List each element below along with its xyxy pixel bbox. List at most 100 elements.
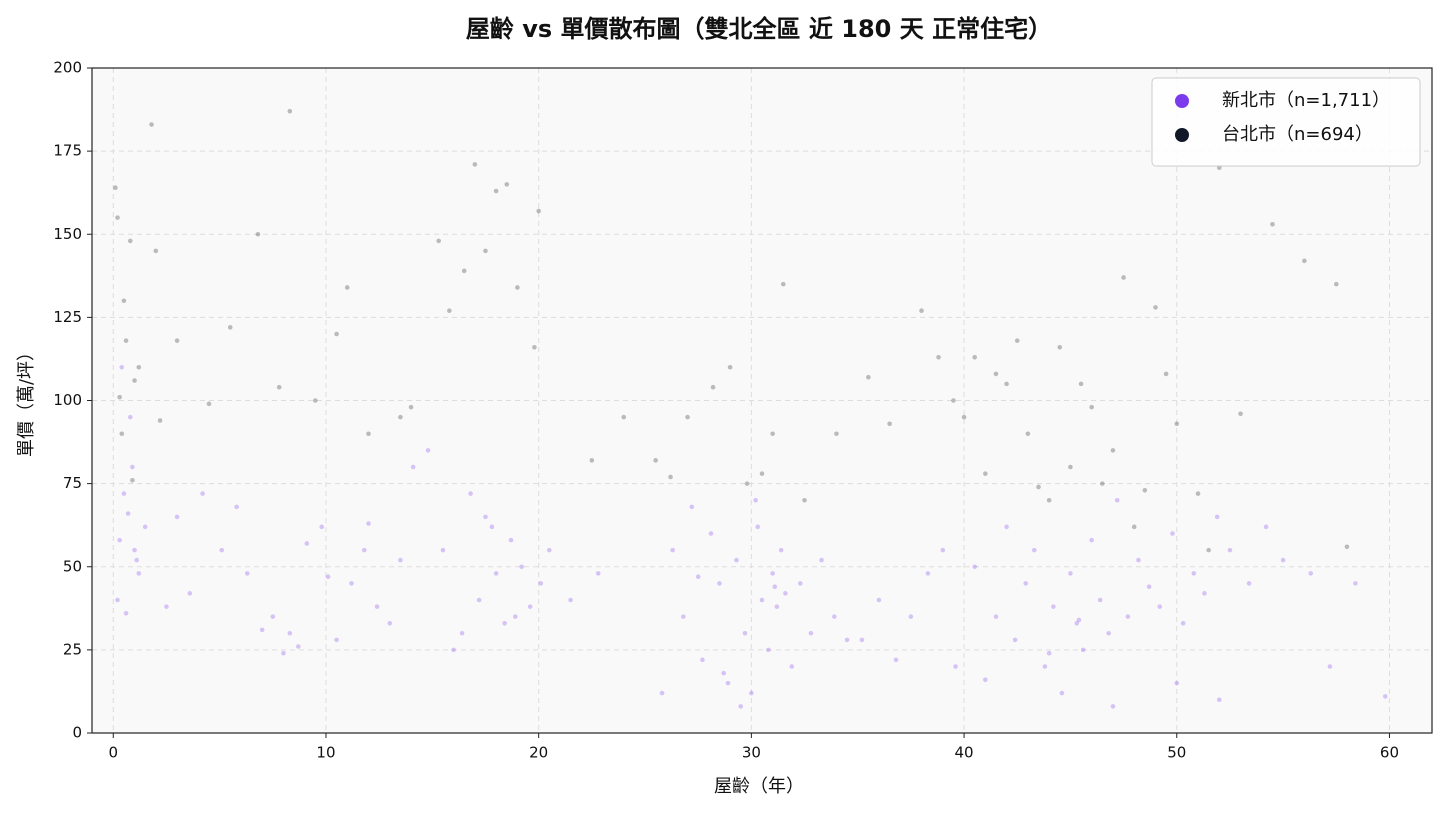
point <box>1023 581 1029 586</box>
point <box>936 354 941 360</box>
x-tick-label: 10 <box>316 744 335 762</box>
point <box>774 604 780 609</box>
point <box>893 657 899 663</box>
y-tick-label: 175 <box>53 142 82 160</box>
point <box>1046 650 1052 656</box>
point <box>1344 544 1350 550</box>
point <box>512 614 518 619</box>
point <box>164 604 169 609</box>
point <box>708 531 714 536</box>
point <box>983 677 988 683</box>
point <box>174 338 180 343</box>
point <box>398 414 403 420</box>
point <box>919 308 924 314</box>
point <box>1180 620 1186 626</box>
point <box>374 604 380 609</box>
point <box>1004 524 1009 530</box>
legend-box <box>1151 77 1421 167</box>
legend-label: 新北市（n=1,711） <box>1222 90 1390 111</box>
chart-title: 屋齡 vs 單價散布圖（雙北全區 近 180 天 正常住宅） <box>466 15 1052 43</box>
point <box>1202 591 1207 596</box>
point <box>1100 481 1105 486</box>
point <box>621 414 627 420</box>
point <box>121 298 127 304</box>
point <box>255 231 261 237</box>
point <box>1238 411 1243 417</box>
point <box>1163 371 1169 377</box>
point <box>532 345 537 350</box>
point <box>287 630 293 636</box>
point <box>953 664 958 669</box>
point <box>132 547 137 553</box>
x-axis-label: 屋齡（年） <box>714 776 804 797</box>
point <box>515 285 520 290</box>
legend-label: 台北市（n=694） <box>1222 124 1373 145</box>
point <box>538 581 544 586</box>
point <box>1280 557 1286 563</box>
point <box>149 122 154 127</box>
y-tick-label: 200 <box>53 59 82 77</box>
point <box>1068 571 1073 576</box>
point <box>993 371 999 377</box>
point <box>1089 537 1094 543</box>
point <box>349 581 354 586</box>
point <box>1068 464 1073 470</box>
point <box>1217 697 1222 703</box>
point <box>117 537 122 543</box>
point <box>287 108 293 114</box>
point <box>951 398 956 403</box>
point <box>227 325 233 330</box>
point <box>142 524 148 530</box>
point <box>493 571 499 576</box>
point <box>1195 491 1201 496</box>
point <box>876 597 882 603</box>
point <box>1014 338 1020 343</box>
point <box>536 208 541 214</box>
point <box>1174 680 1180 686</box>
point <box>685 414 690 420</box>
point <box>1046 497 1052 503</box>
point <box>1080 647 1086 653</box>
point <box>132 378 137 383</box>
point <box>695 574 701 580</box>
point <box>1059 690 1065 696</box>
point <box>753 497 758 503</box>
point <box>772 584 778 589</box>
x-tick-label: 20 <box>529 744 548 762</box>
point <box>483 514 488 520</box>
point <box>780 281 786 287</box>
point <box>157 418 163 423</box>
point <box>1076 617 1082 623</box>
point <box>1097 597 1103 603</box>
point <box>134 557 139 563</box>
point <box>547 547 552 553</box>
point <box>1110 704 1116 709</box>
point <box>436 238 441 244</box>
point <box>783 591 788 596</box>
y-tick-label: 125 <box>53 308 82 326</box>
point <box>366 431 371 437</box>
point <box>319 524 325 530</box>
point <box>595 571 601 576</box>
point <box>1031 547 1037 553</box>
x-tick-label: 30 <box>742 744 761 762</box>
point <box>121 491 127 496</box>
point <box>834 431 839 437</box>
point <box>1036 484 1041 490</box>
point <box>961 414 967 420</box>
point <box>700 657 705 663</box>
point <box>440 547 446 553</box>
point <box>187 591 193 596</box>
point <box>153 248 159 254</box>
point <box>668 474 673 480</box>
point <box>717 581 722 586</box>
point <box>721 670 727 676</box>
x-tick-label: 40 <box>955 744 974 762</box>
y-tick-label: 100 <box>53 391 82 409</box>
point <box>259 627 265 633</box>
point <box>1327 664 1333 669</box>
point <box>313 398 318 403</box>
point <box>174 514 180 520</box>
point <box>727 364 733 370</box>
point <box>1146 584 1152 589</box>
